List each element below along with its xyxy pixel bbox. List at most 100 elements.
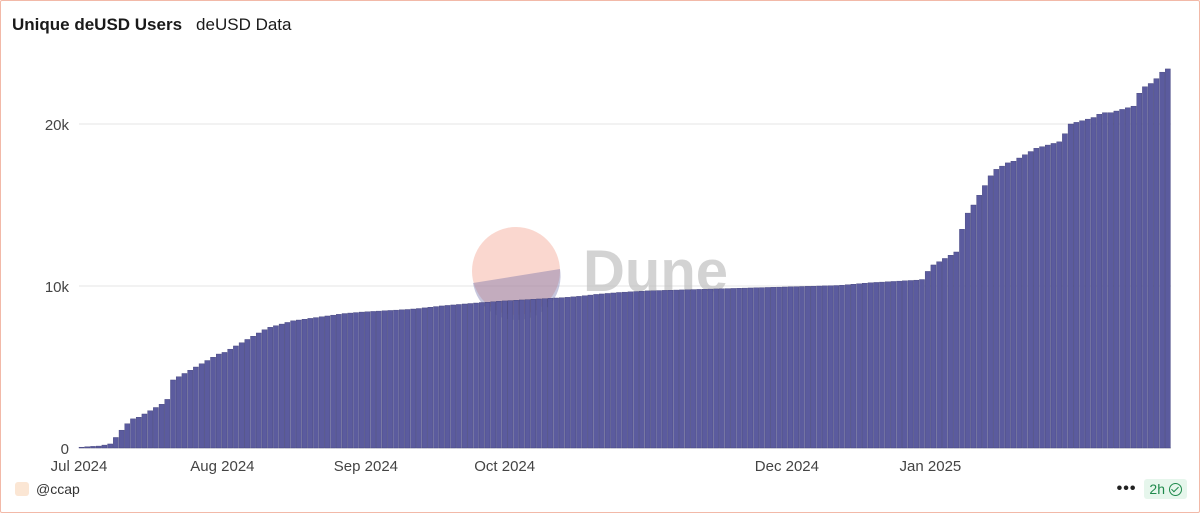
bar[interactable]	[496, 301, 502, 449]
bar[interactable]	[513, 300, 519, 449]
bar[interactable]	[701, 289, 708, 449]
bar[interactable]	[541, 298, 548, 449]
bar[interactable]	[810, 285, 817, 449]
bar[interactable]	[204, 360, 211, 449]
bar[interactable]	[673, 289, 679, 449]
bar[interactable]	[170, 379, 176, 449]
bar[interactable]	[301, 319, 308, 449]
bar[interactable]	[724, 288, 731, 449]
bar[interactable]	[719, 288, 725, 449]
bar[interactable]	[118, 429, 125, 449]
bar[interactable]	[124, 423, 131, 449]
bar[interactable]	[113, 437, 119, 449]
bar[interactable]	[867, 282, 874, 449]
bar[interactable]	[141, 413, 148, 449]
bar[interactable]	[530, 299, 536, 449]
bar[interactable]	[747, 287, 754, 449]
bar[interactable]	[644, 290, 651, 449]
bar[interactable]	[1130, 105, 1137, 449]
bar[interactable]	[919, 279, 925, 449]
bar[interactable]	[393, 309, 399, 449]
bar[interactable]	[341, 313, 348, 449]
bar[interactable]	[667, 290, 674, 449]
bar[interactable]	[759, 287, 765, 449]
bar[interactable]	[416, 308, 422, 449]
bar[interactable]	[936, 261, 942, 449]
bar[interactable]	[438, 305, 445, 449]
bar[interactable]	[1107, 112, 1114, 449]
bar[interactable]	[1022, 154, 1028, 449]
bar[interactable]	[587, 294, 594, 449]
bar[interactable]	[490, 301, 496, 449]
bar[interactable]	[616, 292, 622, 449]
bar[interactable]	[862, 283, 868, 449]
bar[interactable]	[324, 315, 331, 449]
bar[interactable]	[1067, 123, 1074, 449]
bar[interactable]	[884, 281, 891, 449]
bar[interactable]	[982, 185, 988, 449]
bar[interactable]	[976, 195, 982, 449]
bar[interactable]	[627, 291, 634, 449]
bar[interactable]	[479, 302, 485, 449]
bar[interactable]	[896, 280, 902, 449]
bar[interactable]	[524, 299, 531, 449]
bar[interactable]	[1102, 112, 1108, 449]
bar[interactable]	[547, 298, 554, 449]
bar[interactable]	[84, 446, 91, 449]
bar[interactable]	[158, 404, 165, 449]
bar[interactable]	[1147, 83, 1154, 449]
bar[interactable]	[993, 169, 1000, 449]
bar[interactable]	[461, 303, 468, 449]
bar[interactable]	[736, 288, 742, 449]
bar[interactable]	[256, 332, 262, 449]
bar[interactable]	[661, 290, 668, 449]
bar[interactable]	[1056, 141, 1062, 449]
bar[interactable]	[833, 285, 839, 449]
bar[interactable]	[924, 271, 931, 449]
bar[interactable]	[210, 357, 216, 449]
bar[interactable]	[570, 296, 577, 449]
bar[interactable]	[273, 325, 279, 449]
bar[interactable]	[1079, 120, 1085, 449]
bar[interactable]	[216, 353, 222, 449]
bar[interactable]	[599, 293, 605, 449]
bar[interactable]	[244, 339, 251, 449]
bar[interactable]	[398, 309, 405, 449]
bar[interactable]	[198, 363, 205, 449]
bar[interactable]	[987, 175, 994, 449]
bar[interactable]	[444, 305, 451, 449]
bar[interactable]	[1016, 157, 1022, 449]
bar[interactable]	[1136, 93, 1143, 449]
bar[interactable]	[1045, 144, 1051, 449]
bar[interactable]	[1073, 122, 1080, 449]
bar[interactable]	[633, 291, 639, 449]
bar[interactable]	[1096, 114, 1103, 449]
bar[interactable]	[581, 295, 588, 449]
bar[interactable]	[730, 288, 737, 449]
bar[interactable]	[1085, 118, 1091, 449]
bar[interactable]	[193, 366, 199, 449]
bar[interactable]	[753, 287, 759, 449]
bar[interactable]	[890, 281, 897, 449]
bar[interactable]	[473, 302, 479, 449]
bar[interactable]	[284, 322, 291, 449]
bar[interactable]	[433, 306, 439, 449]
bar[interactable]	[164, 399, 171, 449]
bar[interactable]	[347, 312, 354, 449]
more-options-button[interactable]: •••	[1116, 480, 1137, 497]
bar[interactable]	[1050, 143, 1057, 449]
bar[interactable]	[564, 297, 571, 449]
bar[interactable]	[679, 289, 685, 449]
bar[interactable]	[181, 373, 188, 449]
bar[interactable]	[650, 290, 657, 449]
bar[interactable]	[1027, 151, 1034, 449]
bar[interactable]	[553, 297, 559, 449]
author-block[interactable]: @ccap	[15, 481, 80, 497]
bar[interactable]	[999, 165, 1005, 449]
bar[interactable]	[930, 264, 937, 449]
bar[interactable]	[427, 307, 434, 449]
bar[interactable]	[153, 407, 159, 449]
bar[interactable]	[822, 285, 828, 449]
bar[interactable]	[604, 293, 611, 449]
bar[interactable]	[336, 314, 342, 449]
